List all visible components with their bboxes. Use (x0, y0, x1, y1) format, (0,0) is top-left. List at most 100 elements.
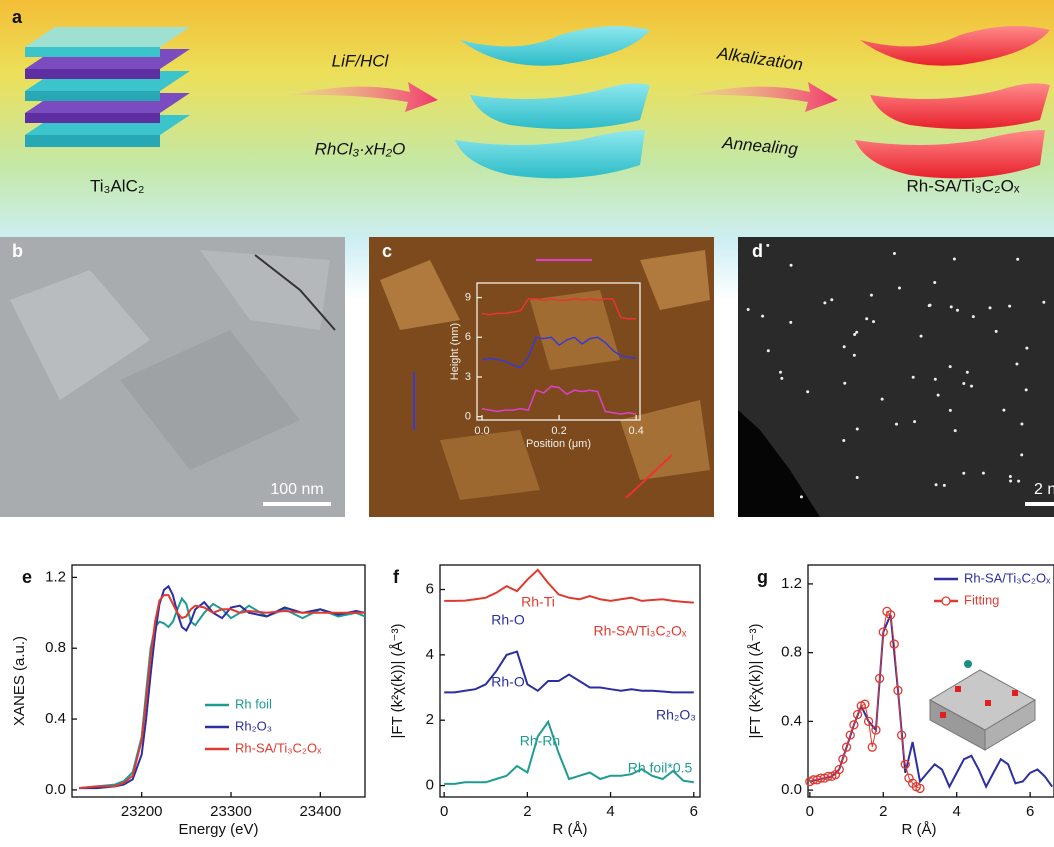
series-line (481, 298, 637, 320)
atom-dot (962, 471, 966, 475)
atom-dot (933, 281, 937, 285)
atom-dot (823, 301, 827, 305)
step-label: RhCl₃·xH₂O (315, 139, 406, 158)
series-line (79, 584, 366, 790)
atom-dot (1025, 346, 1029, 350)
tem-image (0, 237, 345, 517)
x-tick-label: 0 (806, 803, 814, 820)
y-axis-label: XANES (a.u.) (11, 636, 28, 726)
x-axis-label: R (Å) (902, 821, 937, 838)
data-point (834, 764, 844, 775)
x-tick-label: 4 (606, 803, 614, 820)
atom-dot (942, 483, 946, 487)
x-tick-label: 6 (690, 803, 698, 820)
atom-dot (952, 257, 956, 261)
panel-label: e (22, 567, 32, 587)
atom-dot (911, 375, 915, 379)
atom-dot (913, 420, 917, 424)
atom-dot (779, 370, 783, 374)
x-tick-label: 0 (440, 803, 448, 820)
series-line (444, 650, 694, 694)
y-tick-label: 3 (465, 371, 471, 383)
scale-bar-label: 100 nm (270, 481, 323, 498)
x-tick-label: 4 (953, 803, 961, 820)
atom-dot (948, 408, 952, 412)
data-point (915, 783, 925, 794)
annotation: Rh₂O₃ (656, 707, 696, 723)
atom-dot (799, 495, 803, 499)
y-tick-label: 2 (426, 711, 434, 728)
plot-frame (439, 564, 701, 798)
y-tick-label: 0 (426, 777, 434, 794)
y-tick-label: 4 (426, 646, 434, 663)
panel-label: a (12, 7, 23, 27)
atom-dot (842, 439, 846, 443)
series-line (444, 719, 694, 785)
atom-dot (971, 315, 975, 319)
mxene-sheets (455, 26, 650, 179)
data-point (860, 699, 870, 709)
atom-dot (994, 329, 998, 333)
atom-dot (933, 377, 937, 381)
atom-dot (761, 314, 765, 318)
arrow (290, 82, 438, 112)
legend-label: Rh foil (235, 696, 272, 711)
data-point (838, 754, 848, 764)
y-tick-label: 9 (465, 291, 471, 303)
atom-dot (894, 422, 898, 426)
x-tick-label: 2 (523, 803, 531, 820)
max-phase-stack (25, 27, 190, 147)
series-line (481, 336, 637, 369)
series-line (481, 385, 637, 415)
data-point (841, 742, 852, 752)
y-tick-label: 0.8 (45, 639, 66, 656)
x-tick-label: 23400 (299, 803, 341, 820)
precursor-label: Ti₃AlC₂ (90, 176, 144, 195)
x-axis-label: Energy (eV) (178, 821, 258, 838)
y-axis-label: Height (nm) (449, 323, 461, 380)
panel-label: c (382, 241, 392, 261)
stem-image (738, 237, 1054, 517)
atom-dot (948, 365, 952, 369)
atom-dot (955, 308, 959, 312)
atom-dot (766, 243, 770, 247)
atom-dot (919, 334, 923, 338)
chart: 23200 23300 23400 0.0 0.4 0.8 1.2 Energy (eV) XA… (11, 564, 366, 838)
atom-dot (1008, 304, 1012, 308)
x-tick-label: 0.0 (474, 425, 489, 437)
legend-label: Rh-SA/Ti₃C₂Oₓ (964, 570, 1051, 585)
y-axis-label: |FT (k²χ(k))| (Å⁻³) (389, 624, 406, 739)
atom-dot (789, 320, 793, 324)
legend-label: Rh₂O₃ (235, 718, 272, 733)
atom-dot (1016, 257, 1020, 261)
scale-bar-label: 2 nm (1034, 481, 1054, 498)
atom-dot (789, 263, 793, 267)
y-axis-label: |FT (k²χ(k))| (Å⁻³) (747, 624, 764, 739)
data-point (849, 720, 859, 730)
atom-dot (830, 298, 834, 302)
data-point (845, 730, 855, 740)
atom-dot (1015, 362, 1019, 366)
chart: 0 2 4 6 0.0 0.4 0.8 1.2 R (Å) |FT (k²χ(k))| (Å⁻³)… (747, 564, 1054, 838)
series-line (444, 568, 694, 604)
legend-marker (941, 596, 951, 606)
x-tick-label: 6 (1026, 803, 1034, 820)
plot-frame (71, 564, 366, 798)
data-point (852, 709, 863, 720)
atom-dot (1017, 479, 1021, 483)
x-tick-label: 23300 (210, 803, 252, 820)
atom-dot (988, 306, 992, 310)
atom-dot (892, 252, 896, 256)
atom-dot (746, 308, 750, 312)
x-tick-label: 2 (879, 803, 887, 820)
atom-dot (1042, 300, 1046, 304)
annotation: Rh-Rh (520, 733, 560, 749)
series-line (809, 610, 921, 789)
plot-frame (807, 564, 1054, 798)
annotation: Rh-SA/Ti₃C₂Oₓ (594, 623, 687, 639)
series-line (79, 596, 366, 790)
x-tick-label: 0.2 (551, 425, 566, 437)
data-point (867, 742, 877, 752)
y-tick-label: 1.2 (45, 568, 66, 585)
